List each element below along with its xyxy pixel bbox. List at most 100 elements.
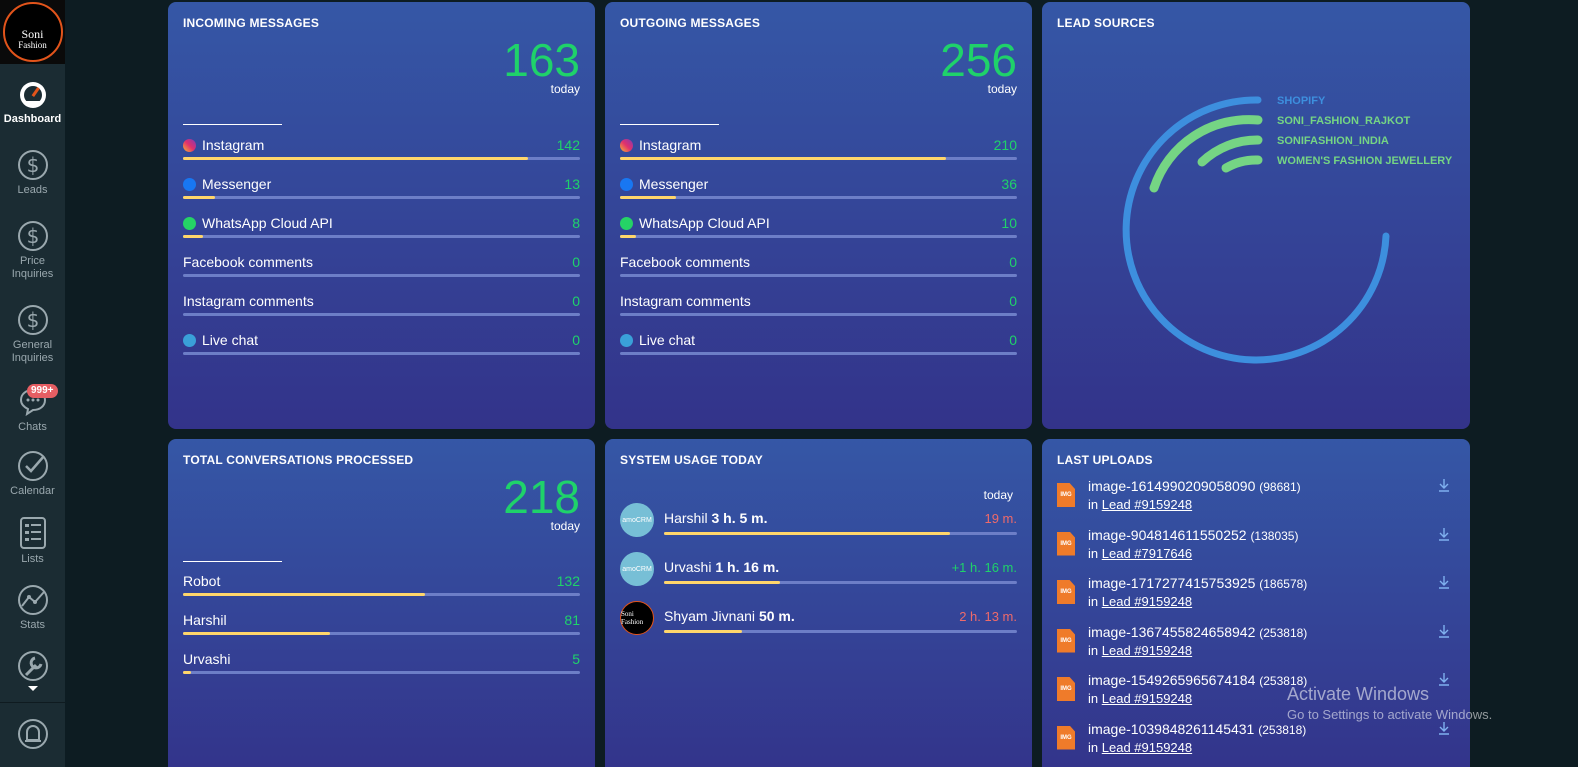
row-value: 36 — [1001, 176, 1017, 192]
watermark-title: Activate Windows — [1287, 684, 1430, 704]
row-progress-fill — [620, 157, 946, 160]
usage-user-name: Urvashi — [664, 559, 712, 575]
upload-lead-link[interactable]: Lead #9159248 — [1101, 642, 1193, 658]
image-file-icon: IMG — [1057, 725, 1075, 750]
row-label: Live chat — [620, 332, 695, 348]
row-progress-track — [620, 352, 1017, 355]
download-icon[interactable] — [1438, 624, 1450, 638]
upload-file-name[interactable]: image-1039848261145431 (253818) — [1088, 721, 1306, 737]
usage-row[interactable]: amoCRM Urvashi 1 h. 16 m. +1 h. 16 m. — [620, 552, 1017, 592]
outgoing-row[interactable]: Live chat 0 — [620, 332, 1017, 362]
row-value: 0 — [1009, 293, 1017, 309]
upload-file-name[interactable]: image-904814611550252 (138035) — [1088, 527, 1298, 543]
sidebar-item-stats[interactable]: Stats — [0, 584, 65, 632]
upload-lead-link[interactable]: Lead #9159248 — [1101, 739, 1193, 755]
image-file-icon: IMG — [1057, 483, 1075, 507]
sidebar-item-notifications[interactable] — [0, 716, 65, 755]
brand-logo[interactable]: Soni Fashion — [0, 0, 65, 64]
sidebar-item-calendar[interactable]: Calendar — [0, 450, 65, 498]
download-icon[interactable] — [1438, 672, 1450, 686]
usage-row[interactable]: Soni Fashion Shyam Jivnani 50 m. 2 h. 13 m… — [620, 601, 1017, 641]
row-value: 0 — [572, 332, 580, 348]
upload-lead: in Lead #9159248 — [1088, 691, 1192, 706]
row-value: 142 — [556, 137, 580, 153]
download-icon[interactable] — [1438, 721, 1450, 735]
sidebar-item-lists[interactable]: Lists — [0, 516, 65, 566]
upload-size: (186578) — [1259, 577, 1308, 591]
usage-user: Shyam Jivnani 50 m. — [664, 608, 795, 624]
download-icon[interactable] — [1438, 478, 1450, 492]
sidebar-item-chats[interactable]: 999+ Chats — [0, 384, 65, 434]
svg-text:$: $ — [26, 153, 39, 177]
upload-file-name[interactable]: image-1614990209058090 (98681) — [1088, 478, 1301, 494]
download-icon[interactable] — [1438, 527, 1450, 541]
outgoing-row[interactable]: Facebook comments 0 — [620, 254, 1017, 284]
incoming-row[interactable]: WhatsApp Cloud API 8 — [183, 215, 580, 245]
lead-source-arc-jewellery — [1221, 155, 1263, 173]
outgoing-messages-card: OUTGOING MESSAGES 256 today Instagram 210… — [605, 2, 1032, 429]
messenger-icon — [620, 177, 633, 191]
row-label: Instagram comments — [183, 293, 314, 309]
incoming-row[interactable]: Facebook comments 0 — [183, 254, 580, 284]
sidebar-item-leads[interactable]: $ Leads — [0, 147, 65, 197]
sidebar-item-label: Stats — [19, 619, 46, 631]
upload-name-text: image-1549265965674184 — [1088, 672, 1256, 688]
row-progress-track — [183, 593, 580, 596]
sidebar-item-label: Dashboard — [3, 113, 62, 125]
row-progress-track — [620, 157, 1017, 160]
sidebar-item-dashboard[interactable]: Dashboard — [0, 80, 65, 126]
incoming-row[interactable]: Messenger 13 — [183, 176, 580, 206]
usage-user: Urvashi 1 h. 16 m. — [664, 559, 779, 575]
upload-in-label: in — [1088, 497, 1099, 512]
conversations-row[interactable]: Robot 132 — [183, 573, 580, 603]
upload-lead-link[interactable]: Lead #9159248 — [1101, 497, 1193, 512]
row-label-text: Instagram — [202, 137, 265, 153]
row-label: WhatsApp Cloud API — [620, 215, 770, 231]
row-label: WhatsApp Cloud API — [183, 215, 333, 231]
usage-row[interactable]: amoCRM Harshil 3 h. 5 m. 19 m. — [620, 503, 1017, 543]
row-label-text: Urvashi — [183, 651, 231, 667]
conversations-row[interactable]: Urvashi 5 — [183, 651, 580, 681]
sidebar-item-label: Price Inquiries — [11, 255, 54, 280]
outgoing-row[interactable]: WhatsApp Cloud API 10 — [620, 215, 1017, 245]
row-label-text: Instagram — [639, 137, 702, 153]
incoming-row[interactable]: Instagram 142 — [183, 137, 580, 167]
card-title: INCOMING MESSAGES — [183, 16, 320, 30]
outgoing-row[interactable]: Instagram 210 — [620, 137, 1017, 167]
incoming-row[interactable]: Instagram comments 0 — [183, 293, 580, 323]
upload-name-text: image-904814611550252 — [1088, 526, 1247, 543]
conversations-row[interactable]: Harshil 81 — [183, 612, 580, 642]
card-title: LAST UPLOADS — [1057, 453, 1153, 467]
row-label-text: Facebook comments — [183, 254, 313, 270]
outgoing-row[interactable]: Instagram comments 0 — [620, 293, 1017, 323]
upload-lead: in Lead #9159248 — [1088, 740, 1192, 755]
row-progress-track — [183, 196, 580, 199]
upload-item: IMG image-904814611550252 (138035) in Lead… — [1057, 527, 1455, 571]
row-label-text: Live chat — [639, 332, 696, 348]
logo-line1: Soni — [21, 27, 44, 41]
row-progress-track — [620, 274, 1017, 277]
upload-file-name[interactable]: image-1367455824658942 (253818) — [1088, 624, 1307, 640]
outgoing-row[interactable]: Messenger 36 — [620, 176, 1017, 206]
divider — [620, 124, 719, 125]
sidebar-item-price-inquiries[interactable]: $ Price Inquiries — [0, 218, 65, 281]
incoming-row[interactable]: Live chat 0 — [183, 332, 580, 362]
image-file-icon: IMG — [1057, 628, 1075, 653]
lead-source-arc-shopify — [1122, 96, 1390, 364]
upload-file-name[interactable]: image-1717277415753925 (186578) — [1088, 575, 1307, 591]
row-label: Instagram — [620, 137, 701, 153]
incoming-total-sub: today — [550, 82, 580, 96]
conversations-card: TOTAL CONVERSATIONS PROCESSED 218 today … — [168, 439, 595, 767]
sidebar-item-general-inquiries[interactable]: $ General Inquiries — [0, 302, 65, 365]
row-label-text: Messenger — [202, 176, 272, 192]
upload-lead-link[interactable]: Lead #9159248 — [1101, 691, 1193, 706]
lead-sources-chart[interactable] — [1112, 82, 1392, 372]
usage-delta: 19 m. — [984, 511, 1017, 526]
sidebar-item-settings[interactable] — [0, 650, 65, 693]
chevron-down-icon[interactable] — [27, 685, 39, 693]
download-icon[interactable] — [1438, 575, 1450, 589]
upload-file-name[interactable]: image-1549265965674184 (253818) — [1088, 672, 1307, 688]
upload-lead-link[interactable]: Lead #9159248 — [1101, 594, 1193, 609]
windows-activation-watermark: Activate Windows Go to Settings to activ… — [1287, 684, 1492, 722]
upload-lead-link[interactable]: Lead #7917646 — [1101, 545, 1193, 561]
